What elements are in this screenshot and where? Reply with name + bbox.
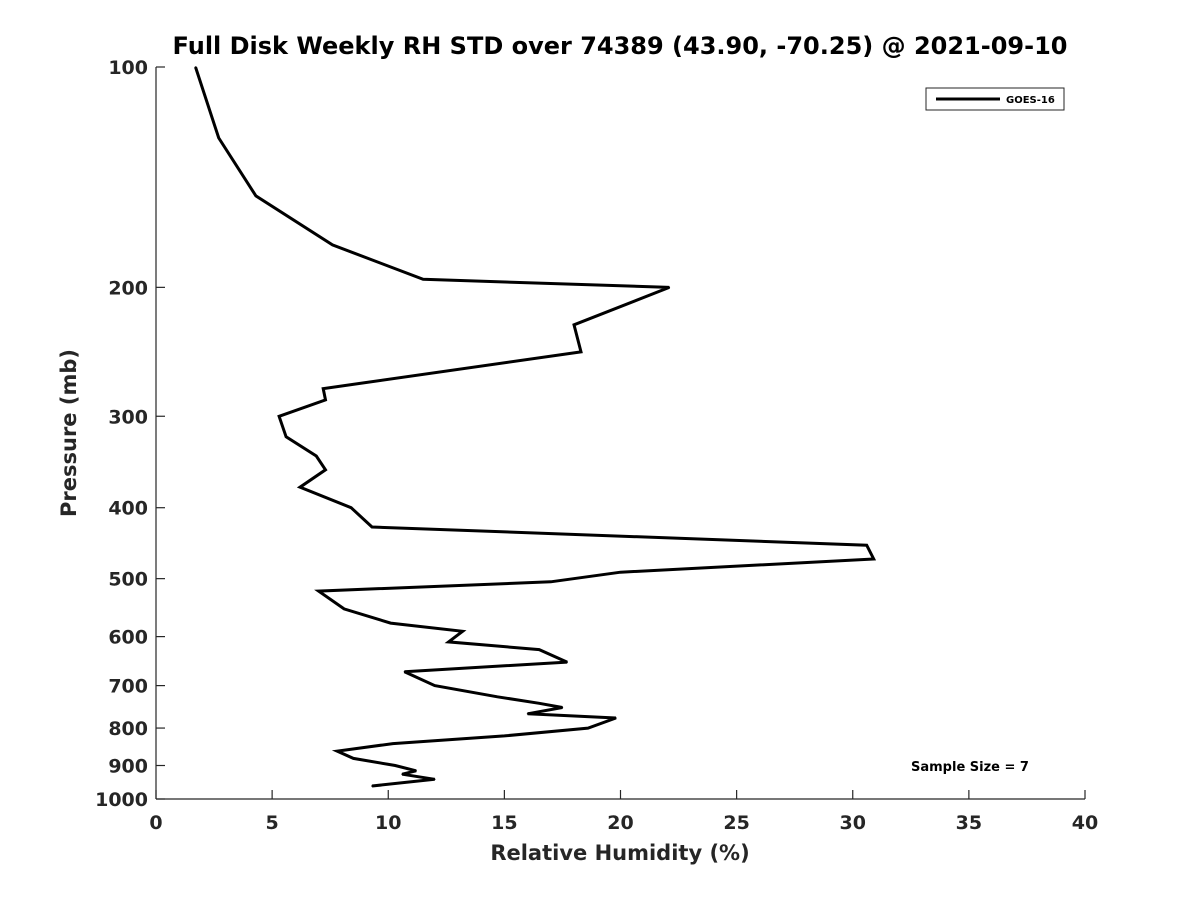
data-point: [336, 750, 339, 752]
x-tick-label: 35: [956, 812, 982, 834]
y-tick-label: 800: [108, 718, 148, 740]
data-point: [389, 622, 392, 624]
data-point: [278, 415, 280, 418]
data-point: [422, 278, 424, 281]
data-point: [352, 757, 355, 760]
data-point: [317, 590, 320, 592]
data-point: [322, 387, 325, 390]
series-line-goes-16: [194, 66, 877, 788]
data-point: [496, 696, 499, 698]
data-point: [561, 706, 564, 709]
sample-size-annotation: Sample Size = 7: [911, 760, 1029, 775]
y-ticks: 100 200 300 400 500 600 700 800 900 1000: [95, 57, 165, 811]
x-tick-label: 5: [266, 812, 279, 834]
data-point: [371, 526, 373, 528]
data-point: [587, 727, 589, 729]
chart-title: Full Disk Weekly RH STD over 74389 (43.9…: [173, 32, 1068, 60]
data-point: [580, 351, 582, 353]
data-point: [615, 717, 617, 719]
x-tick-label: 15: [491, 812, 517, 834]
x-tick-label: 40: [1072, 812, 1098, 834]
y-tick-label: 400: [108, 498, 148, 520]
x-tick-label: 0: [149, 812, 162, 834]
data-point: [394, 764, 397, 767]
data-point: [872, 558, 875, 560]
data-point: [331, 244, 334, 246]
data-point: [324, 469, 327, 471]
plot-frame: [156, 67, 1085, 799]
data-point: [403, 670, 406, 673]
data-point: [566, 661, 568, 663]
data-point: [343, 608, 345, 610]
data-point: [538, 648, 540, 651]
y-tick-label: 600: [108, 627, 148, 649]
data-point: [433, 684, 436, 687]
y-tick-label: 100: [108, 57, 148, 79]
x-axis-label: Relative Humidity (%): [490, 841, 749, 865]
data-point: [392, 742, 394, 745]
y-tick-label: 200: [108, 277, 148, 299]
data-point: [619, 571, 622, 573]
x-tick-label: 30: [840, 812, 866, 834]
y-axis-label: Pressure (mb): [57, 349, 81, 517]
data-point: [324, 399, 327, 401]
y-tick-label: 500: [108, 569, 148, 591]
legend: GOES-16: [925, 87, 1065, 111]
data-point: [865, 544, 868, 546]
series-layer: [194, 66, 877, 788]
data-point: [415, 770, 417, 772]
data-point: [315, 455, 318, 457]
data-point: [573, 324, 575, 326]
data-point: [461, 630, 464, 633]
data-point: [526, 713, 529, 715]
data-point: [668, 286, 671, 289]
data-point: [255, 195, 257, 197]
x-tick-label: 10: [375, 812, 401, 834]
y-tick-label: 300: [108, 406, 148, 428]
data-point: [433, 778, 436, 781]
y-tick-label: 700: [108, 676, 148, 698]
data-point: [503, 735, 506, 737]
data-point: [194, 66, 197, 68]
data-point: [447, 641, 450, 643]
data-point: [350, 506, 352, 509]
legend-label: GOES-16: [1006, 95, 1055, 106]
data-point: [371, 785, 373, 787]
x-tick-label: 25: [723, 812, 749, 834]
data-point: [299, 486, 301, 489]
data-point: [217, 137, 220, 139]
data-point: [538, 702, 540, 705]
x-tick-label: 20: [607, 812, 633, 834]
data-point: [550, 581, 552, 583]
x-ticks: 0 5 10 15 20 25 30 35 40: [149, 790, 1098, 834]
data-point: [401, 773, 404, 775]
y-tick-label: 1000: [95, 789, 148, 811]
y-tick-label: 900: [108, 756, 148, 778]
data-point: [285, 436, 287, 438]
